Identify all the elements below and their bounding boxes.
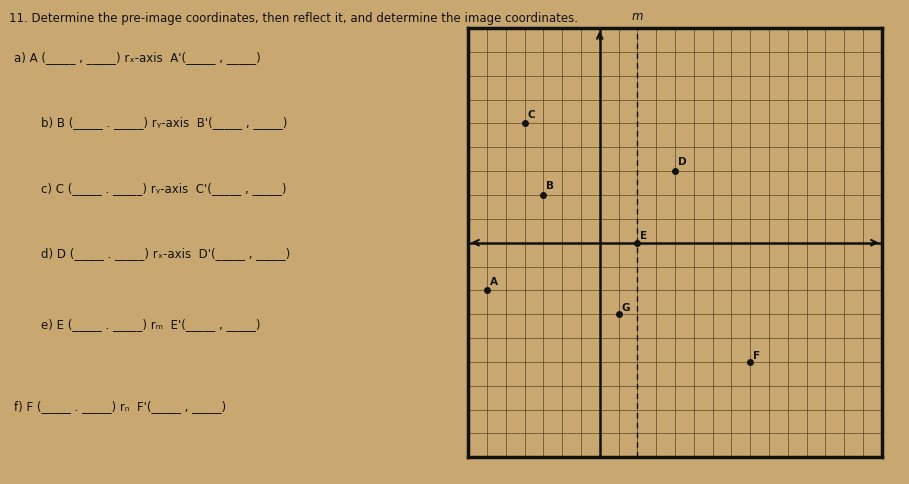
Text: F: F <box>753 350 760 360</box>
Text: G: G <box>622 302 630 312</box>
Text: f) F (_____ . _____) rₙ  F'(_____ , _____): f) F (_____ . _____) rₙ F'(_____ , _____… <box>14 399 225 412</box>
Text: d) D (_____ . _____) rₓ-axis  D'(_____ , _____): d) D (_____ . _____) rₓ-axis D'(_____ , … <box>41 247 290 260</box>
Text: D: D <box>678 157 686 167</box>
Text: b) B (_____ . _____) rᵧ-axis  B'(_____ , _____): b) B (_____ . _____) rᵧ-axis B'(_____ , … <box>41 116 287 129</box>
Text: e) E (_____ . _____) rₘ  E'(_____ , _____): e) E (_____ . _____) rₘ E'(_____ , _____… <box>41 317 260 330</box>
Text: c) C (_____ . _____) rᵧ-axis  C'(_____ , _____): c) C (_____ . _____) rᵧ-axis C'(_____ , … <box>41 182 286 195</box>
Text: E: E <box>640 231 647 241</box>
Text: a) A (_____ , _____) rₓ-axis  A'(_____ , _____): a) A (_____ , _____) rₓ-axis A'(_____ , … <box>14 51 260 64</box>
Text: A: A <box>490 276 498 286</box>
Text: 11. Determine the pre-image coordinates, then reflect it, and determine the imag: 11. Determine the pre-image coordinates,… <box>9 12 578 25</box>
Text: C: C <box>527 109 535 120</box>
Text: m: m <box>632 10 643 23</box>
Text: B: B <box>546 181 554 191</box>
